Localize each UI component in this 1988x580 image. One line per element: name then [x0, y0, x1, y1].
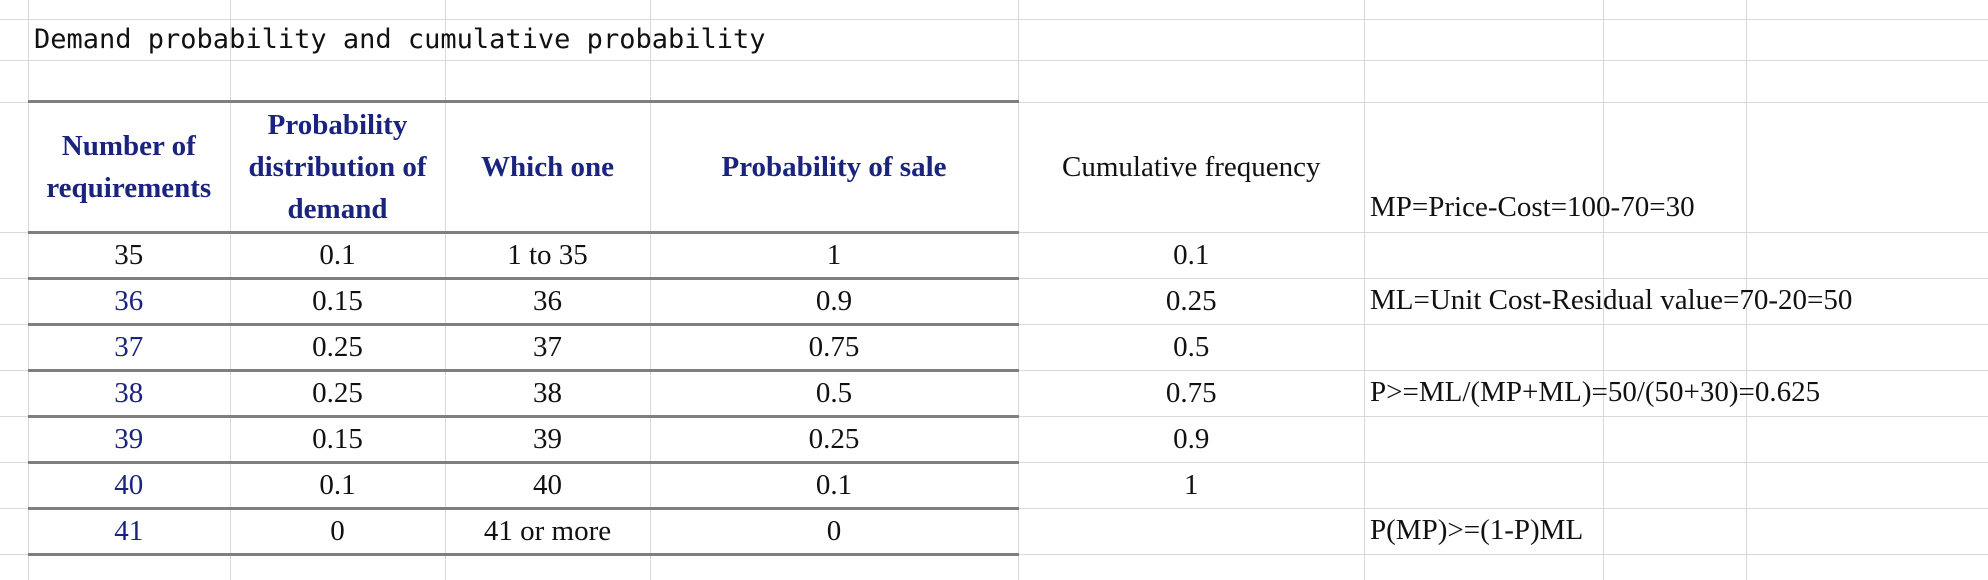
cell-cumulative[interactable]: 0.9: [1017, 416, 1364, 463]
header-probability-of-sale[interactable]: Probability of sale: [649, 100, 1018, 234]
table-row: 39 0.15 39 0.25 0.9: [28, 416, 1364, 464]
note-inequality[interactable]: P(MP)>=(1-P)ML: [1370, 514, 1584, 546]
cell-which[interactable]: 38: [444, 370, 650, 418]
cell-sale[interactable]: 0: [649, 508, 1018, 556]
table-header-row: Number of requirements Probability distr…: [28, 100, 1364, 234]
cell-cumulative[interactable]: [1017, 508, 1364, 555]
grid-line: [1746, 0, 1747, 580]
cell-requirements[interactable]: 35: [28, 232, 230, 280]
sheet-title[interactable]: Demand probability and cumulative probab…: [34, 24, 766, 55]
cell-sale[interactable]: 1: [649, 232, 1018, 280]
table-row: 38 0.25 38 0.5 0.75: [28, 370, 1364, 418]
table-row: 35 0.1 1 to 35 1 0.1: [28, 232, 1364, 280]
cell-requirements[interactable]: 37: [28, 324, 230, 372]
cell-requirements[interactable]: 36: [28, 278, 230, 326]
cell-requirements[interactable]: 40: [28, 462, 230, 510]
header-requirements[interactable]: Number of requirements: [28, 100, 230, 234]
cell-probability[interactable]: 0.25: [229, 324, 445, 372]
cell-which[interactable]: 40: [444, 462, 650, 510]
cell-cumulative[interactable]: 0.5: [1017, 324, 1364, 371]
note-marginal-loss[interactable]: ML=Unit Cost-Residual value=70-20=50: [1370, 284, 1853, 316]
table-row: 37 0.25 37 0.75 0.5: [28, 324, 1364, 372]
grid-line: [0, 554, 1988, 555]
cell-probability[interactable]: 0.15: [229, 416, 445, 464]
cell-cumulative[interactable]: 1: [1017, 462, 1364, 509]
grid-line: [1364, 0, 1365, 580]
cell-sale[interactable]: 0.9: [649, 278, 1018, 326]
cell-probability[interactable]: 0.25: [229, 370, 445, 418]
header-which-one[interactable]: Which one: [444, 100, 650, 234]
cell-which[interactable]: 39: [444, 416, 650, 464]
header-probability-distribution[interactable]: Probability distribution of demand: [229, 100, 445, 234]
cell-sale[interactable]: 0.75: [649, 324, 1018, 372]
grid-line: [1603, 0, 1604, 580]
header-cumulative-frequency[interactable]: Cumulative frequency: [1017, 101, 1364, 233]
cell-cumulative[interactable]: 0.25: [1017, 278, 1364, 325]
cell-probability[interactable]: 0: [229, 508, 445, 556]
table-row: 40 0.1 40 0.1 1: [28, 462, 1364, 510]
cell-probability[interactable]: 0.1: [229, 462, 445, 510]
note-marginal-profit[interactable]: MP=Price-Cost=100-70=30: [1370, 191, 1695, 223]
cell-requirements[interactable]: 41: [28, 508, 230, 556]
cell-probability[interactable]: 0.1: [229, 232, 445, 280]
cell-which[interactable]: 37: [444, 324, 650, 372]
cell-requirements[interactable]: 38: [28, 370, 230, 418]
cell-requirements[interactable]: 39: [28, 416, 230, 464]
demand-table: Number of requirements Probability distr…: [28, 100, 1364, 556]
table-row: 41 0 41 or more 0: [28, 508, 1364, 556]
grid-line: [0, 60, 1988, 61]
cell-probability[interactable]: 0.15: [229, 278, 445, 326]
cell-which[interactable]: 1 to 35: [444, 232, 650, 280]
note-probability-threshold[interactable]: P>=ML/(MP+ML)=50/(50+30)=0.625: [1370, 376, 1821, 408]
cell-cumulative[interactable]: 0.75: [1017, 370, 1364, 417]
grid-line: [0, 19, 1988, 20]
cell-which[interactable]: 41 or more: [444, 508, 650, 556]
cell-sale[interactable]: 0.25: [649, 416, 1018, 464]
cell-which[interactable]: 36: [444, 278, 650, 326]
table-row: 36 0.15 36 0.9 0.25: [28, 278, 1364, 326]
cell-sale[interactable]: 0.1: [649, 462, 1018, 510]
cell-sale[interactable]: 0.5: [649, 370, 1018, 418]
cell-cumulative[interactable]: 0.1: [1017, 232, 1364, 279]
